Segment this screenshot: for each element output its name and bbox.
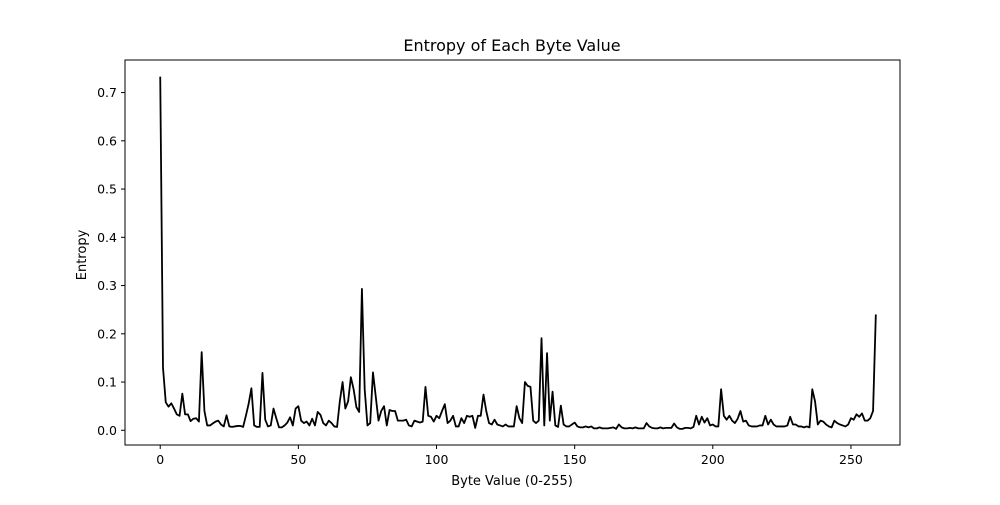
x-tick-label: 0 (156, 452, 164, 467)
x-tick-label: 200 (701, 452, 725, 467)
chart-title: Entropy of Each Byte Value (403, 36, 620, 55)
x-axis-label: Byte Value (0-255) (451, 474, 573, 489)
x-tick-label: 150 (563, 452, 587, 467)
y-tick-label: 0.7 (97, 85, 117, 100)
y-tick-label: 0.4 (97, 230, 117, 245)
plot-frame (124, 59, 901, 446)
y-tick-label: 0.3 (97, 278, 117, 293)
x-tick-label: 50 (290, 452, 306, 467)
y-tick-label: 0.0 (97, 423, 117, 438)
y-tick-label: 0.2 (97, 326, 117, 341)
y-axis-ticks: 0.0 0.1 0.2 0.3 0.4 0.5 0.6 0.7 (97, 85, 125, 438)
y-tick-label: 0.6 (97, 133, 117, 148)
entropy-series-line (159, 76, 877, 430)
x-tick-label: 100 (425, 452, 449, 467)
y-tick-label: 0.1 (97, 375, 117, 390)
y-axis-label: Entropy (75, 229, 90, 280)
x-tick-label: 250 (839, 452, 863, 467)
x-axis-ticks: 0 50 100 150 200 250 (156, 445, 863, 467)
y-tick-label: 0.5 (97, 182, 117, 197)
